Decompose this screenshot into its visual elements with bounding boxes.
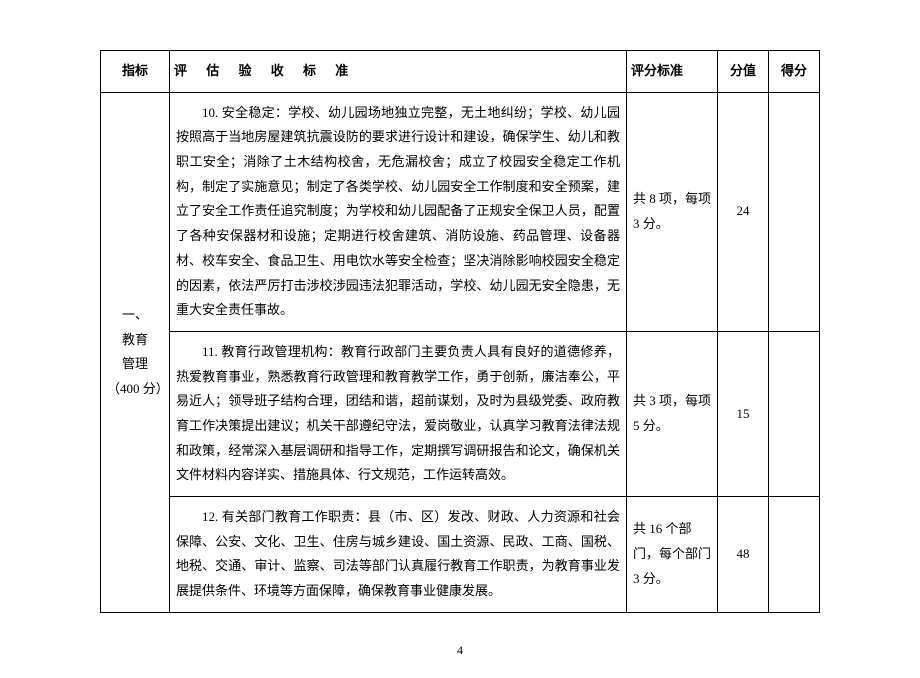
- criteria-cell: 12. 有关部门教育工作职责：县（市、区）发改、财政、人力资源和社会保障、公安、…: [170, 497, 627, 613]
- criteria-text: 11. 教育行政管理机构：教育行政部门主要负责人具有良好的道德修养，热爱教育事业…: [176, 340, 620, 488]
- header-score: 得分: [769, 51, 820, 93]
- header-indicator: 指标: [101, 51, 170, 93]
- points-cell: 15: [718, 331, 769, 496]
- header-points: 分值: [718, 51, 769, 93]
- standard-cell: 共 8 项，每项 3 分。: [627, 92, 718, 331]
- header-standard: 评分标准: [627, 51, 718, 93]
- score-cell: [769, 331, 820, 496]
- table-row: 12. 有关部门教育工作职责：县（市、区）发改、财政、人力资源和社会保障、公安、…: [101, 497, 820, 613]
- category-cell: 一、 教育 管理 （400 分）: [101, 92, 170, 612]
- category-label: 一、 教育 管理 （400 分）: [107, 303, 163, 402]
- document-page: 指标 评 估 验 收 标 准 评分标准 分值 得分 一、 教育 管理 （400 …: [50, 0, 870, 678]
- score-cell: [769, 497, 820, 613]
- score-cell: [769, 92, 820, 331]
- table-row: 一、 教育 管理 （400 分） 10. 安全稳定：学校、幼儿园场地独立完整，无…: [101, 92, 820, 331]
- page-number: 4: [100, 643, 820, 658]
- header-criteria: 评 估 验 收 标 准: [170, 51, 627, 93]
- standard-cell: 共 3 项，每项 5 分。: [627, 331, 718, 496]
- criteria-text: 10. 安全稳定：学校、幼儿园场地独立完整，无土地纠纷；学校、幼儿园按照高于当地…: [176, 101, 620, 323]
- points-cell: 24: [718, 92, 769, 331]
- points-cell: 48: [718, 497, 769, 613]
- standard-cell: 共 16 个部门，每个部门 3 分。: [627, 497, 718, 613]
- evaluation-table: 指标 评 估 验 收 标 准 评分标准 分值 得分 一、 教育 管理 （400 …: [100, 50, 820, 613]
- table-row: 11. 教育行政管理机构：教育行政部门主要负责人具有良好的道德修养，热爱教育事业…: [101, 331, 820, 496]
- criteria-cell: 10. 安全稳定：学校、幼儿园场地独立完整，无土地纠纷；学校、幼儿园按照高于当地…: [170, 92, 627, 331]
- table-header-row: 指标 评 估 验 收 标 准 评分标准 分值 得分: [101, 51, 820, 93]
- criteria-text: 12. 有关部门教育工作职责：县（市、区）发改、财政、人力资源和社会保障、公安、…: [176, 505, 620, 604]
- criteria-cell: 11. 教育行政管理机构：教育行政部门主要负责人具有良好的道德修养，热爱教育事业…: [170, 331, 627, 496]
